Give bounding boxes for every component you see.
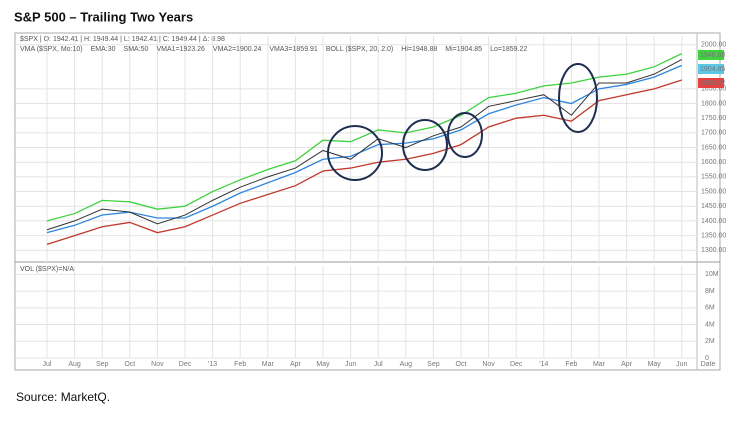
legend-entry: Mi=1904.85 xyxy=(445,46,482,53)
x-tick-label: May xyxy=(316,361,330,368)
header-line: $SPX | O: 1942.41 | H: 1949.44 | L: 1942… xyxy=(20,36,225,43)
highlight-ellipse xyxy=(447,112,483,158)
x-tick-label: May xyxy=(648,361,662,368)
x-tick-label: Jun xyxy=(345,361,356,368)
y-tick-label: 1500.00 xyxy=(701,188,726,195)
x-tick-label: Jul xyxy=(43,361,52,368)
legend-entry: BOLL ($SPX, 20, 2.0) xyxy=(326,46,393,53)
series-line xyxy=(46,53,683,222)
highlight-ellipse xyxy=(327,125,383,181)
y2-tick-label: 8M xyxy=(705,288,715,295)
last-value-box xyxy=(698,64,724,74)
x-tick-label: '14 xyxy=(539,361,548,368)
x-tick-label: Feb xyxy=(234,361,246,368)
x-axis-label: Date xyxy=(701,361,716,368)
x-tick-label: Jul xyxy=(374,361,383,368)
y2-tick-label: 10M xyxy=(705,271,719,278)
legend-entry: VMA3=1859.91 xyxy=(269,46,318,53)
y2-tick-label: 6M xyxy=(705,305,715,312)
x-tick-label: Mar xyxy=(262,361,275,368)
y-tick-label: 1550.00 xyxy=(701,174,726,181)
legend-entry: EMA:30 xyxy=(91,46,116,53)
y-tick-label: 1700.00 xyxy=(701,130,726,137)
y-tick-label: 1400.00 xyxy=(701,218,726,225)
y-tick-label: 2000.00 xyxy=(701,42,726,49)
y-tick-label: 1300.00 xyxy=(701,247,726,254)
series-line xyxy=(46,59,683,231)
series-line xyxy=(46,64,683,234)
y2-tick-label: 4M xyxy=(705,321,715,328)
last-value-label: 1904.85 xyxy=(700,66,725,73)
x-tick-label: Dec xyxy=(510,361,523,368)
x-tick-label: Mar xyxy=(593,361,606,368)
x-tick-label: Sep xyxy=(96,361,109,368)
legend-entry: Lo=1859.22 xyxy=(490,46,527,53)
y-tick-label: 1650.00 xyxy=(701,144,726,151)
x-tick-label: Jun xyxy=(676,361,687,368)
legend-entry: SMA:50 xyxy=(124,46,149,53)
legend-entry: VMA1=1923.26 xyxy=(156,46,205,53)
highlight-ellipse xyxy=(402,119,448,171)
x-tick-label: Aug xyxy=(400,361,413,368)
last-value-label: 1948.88 xyxy=(700,52,725,59)
last-value-label: 1859.22 xyxy=(700,80,725,87)
y-tick-label: 1800.00 xyxy=(701,100,726,107)
y-tick-label: 1350.00 xyxy=(701,232,726,239)
y2-tick-label: 2M xyxy=(705,338,715,345)
x-tick-label: Apr xyxy=(621,361,633,368)
x-tick-label: Sep xyxy=(427,361,440,368)
series-line xyxy=(46,79,682,246)
x-tick-label: Dec xyxy=(179,361,192,368)
last-value-box xyxy=(698,50,724,60)
chart-title: S&P 500 – Trailing Two Years xyxy=(14,9,193,24)
y-tick-label: 1850.00 xyxy=(701,86,726,93)
y-tick-label: 1750.00 xyxy=(701,115,726,122)
x-tick-label: '13 xyxy=(208,361,217,368)
legend-entry: VMA2=1900.24 xyxy=(213,46,262,53)
y2-tick-label: 0 xyxy=(705,355,709,362)
legend-entry: Hi=1948.88 xyxy=(401,46,437,53)
x-tick-label: Feb xyxy=(565,361,577,368)
y-tick-label: 1450.00 xyxy=(701,203,726,210)
x-tick-label: Nov xyxy=(482,361,495,368)
legend-entry: VMA ($SPX, Mo:10) xyxy=(20,46,83,53)
x-tick-label: Oct xyxy=(456,361,467,368)
highlight-ellipse xyxy=(558,63,598,133)
x-tick-label: Oct xyxy=(124,361,135,368)
x-tick-label: Nov xyxy=(151,361,164,368)
last-value-box xyxy=(698,78,724,88)
x-tick-label: Apr xyxy=(290,361,302,368)
source: Source: MarketQ. xyxy=(16,390,110,404)
x-tick-label: Aug xyxy=(68,361,81,368)
y-tick-label: 1600.00 xyxy=(701,159,726,166)
